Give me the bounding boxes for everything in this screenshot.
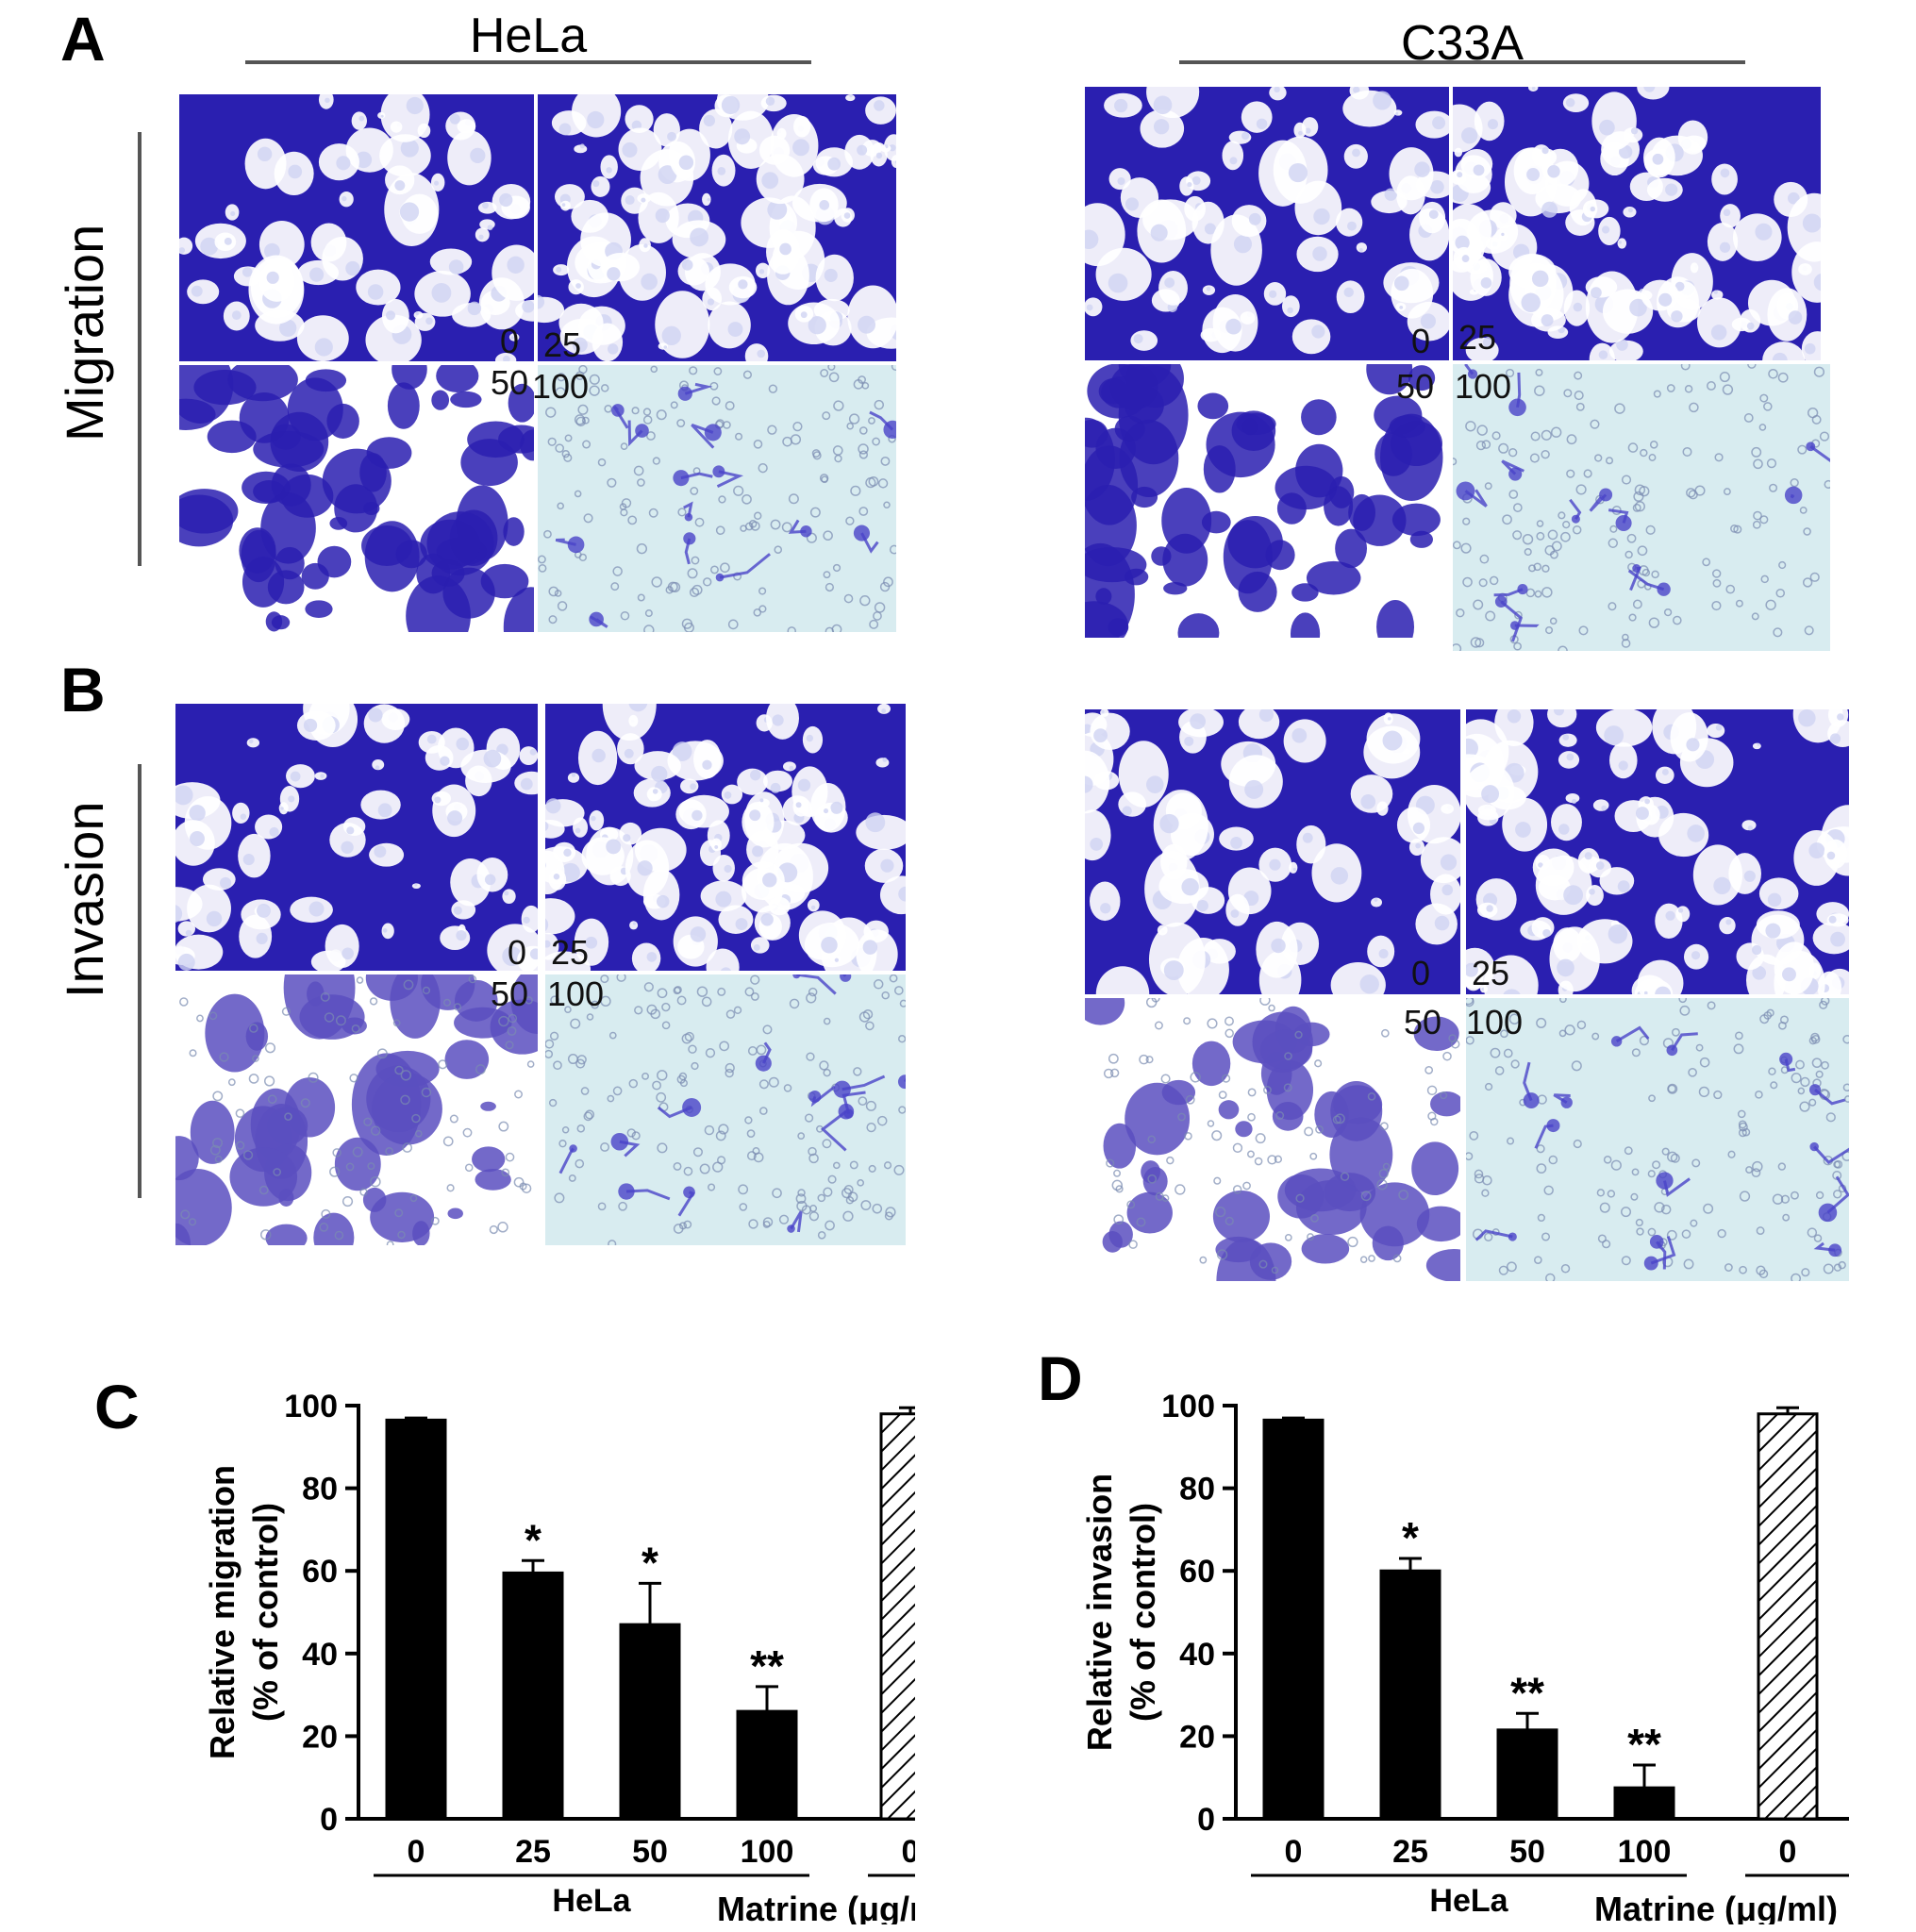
dose-label: 25 — [551, 933, 590, 972]
row-rule-migration — [138, 132, 142, 566]
column-rule-c33a — [1179, 60, 1745, 64]
column-title-hela: HeLa — [469, 8, 588, 63]
bar — [1613, 1786, 1675, 1821]
significance-marker: * — [525, 1515, 541, 1564]
group-label: HeLa — [552, 1883, 631, 1919]
significance-marker: ** — [1627, 1720, 1661, 1769]
x-tick-label: 100 — [1618, 1834, 1672, 1870]
micrograph-c33a-invasion-25 — [1466, 709, 1849, 994]
row-label-migration: Migration — [55, 224, 114, 441]
x-tick-label: 25 — [515, 1834, 551, 1870]
y-axis-label: Relative migration (% of control) — [203, 1465, 285, 1759]
y-axis-label: Relative invasion (% of control) — [1080, 1474, 1162, 1751]
y-tick-label: 20 — [1179, 1719, 1215, 1755]
bar — [1757, 1412, 1819, 1821]
x-axis-label: Matrine (μg/ml) — [717, 1890, 915, 1924]
x-tick-label: 0 — [1779, 1834, 1797, 1870]
y-tick-label: 40 — [302, 1637, 338, 1673]
y-tick-label: 100 — [284, 1389, 338, 1424]
micrograph-c33a-migration-0 — [1085, 87, 1449, 360]
x-tick-label: 25 — [1392, 1834, 1428, 1870]
bar — [502, 1571, 564, 1821]
significance-marker: ** — [750, 1641, 784, 1690]
micrograph-hela-invasion-100 — [545, 974, 906, 1245]
dose-label: 50 — [491, 974, 529, 1013]
dose-label: 100 — [547, 974, 605, 1013]
chart-invasion: 0 20 40 60 80 100 Relative invasion (% of contr… — [1038, 1387, 1849, 1924]
y-tick-label: 80 — [302, 1472, 338, 1507]
significance-marker: ** — [1510, 1668, 1544, 1717]
micrograph-hela-migration-100 — [538, 365, 896, 632]
micrograph-grid-c33a-invasion: 0 25 50 100 — [1085, 709, 1849, 1281]
x-tick-label: 100 — [741, 1834, 794, 1870]
micrograph-hela-invasion-50 — [175, 974, 538, 1245]
micrograph-hela-invasion-25 — [545, 704, 906, 971]
micrograph-c33a-invasion-50 — [1085, 998, 1460, 1281]
y-tick-label: 20 — [302, 1719, 338, 1755]
panel-label-d: D — [1038, 1343, 1083, 1413]
micrograph-grid-hela-migration: 0 25 50 100 — [179, 94, 896, 632]
group-label: HeLa — [1429, 1883, 1508, 1919]
bar — [879, 1412, 915, 1821]
y-tick-label: 60 — [302, 1554, 338, 1590]
dose-label: 50 — [1404, 1003, 1442, 1041]
dose-label: 25 — [1472, 954, 1510, 992]
column-title-c33a: C33A — [1400, 16, 1524, 71]
y-tick-label: 100 — [1161, 1389, 1215, 1424]
micrograph-hela-invasion-0 — [175, 704, 538, 971]
dose-label: 100 — [1455, 367, 1512, 406]
x-tick-label: 0 — [1285, 1834, 1303, 1870]
x-axis-label: Matrine (μg/ml) — [1594, 1890, 1838, 1924]
panel-label-a: A — [60, 4, 106, 74]
micrograph-grid-c33a-migration: 0 25 50 100 — [1085, 87, 1830, 651]
bar — [736, 1709, 798, 1821]
y-tick-label: 0 — [320, 1802, 338, 1838]
x-tick-label: 0 — [408, 1834, 425, 1870]
dose-label: 25 — [543, 325, 582, 364]
row-label-invasion: Invasion — [55, 801, 114, 998]
y-tick-label: 0 — [1197, 1802, 1215, 1838]
y-tick-label: 40 — [1179, 1637, 1215, 1673]
dose-label: 50 — [1396, 367, 1435, 406]
chart-svg: 0 20 40 60 80 100 Relative invasion (% of contr… — [1080, 1389, 1849, 1924]
bar — [385, 1418, 447, 1821]
micrograph-grid-hela-invasion: 0 25 50 100 — [175, 704, 906, 1245]
dose-label: 50 — [491, 363, 529, 402]
significance-marker: * — [641, 1538, 658, 1587]
panel-label-c: C — [94, 1372, 140, 1441]
row-rule-invasion — [138, 764, 142, 1198]
bar — [1262, 1418, 1325, 1821]
significance-marker: * — [1402, 1513, 1419, 1562]
chart-migration: 0 20 40 60 80 100 Relative migration (% of cont… — [160, 1387, 915, 1924]
column-rule-hela — [245, 60, 811, 64]
dose-label: 100 — [532, 367, 590, 406]
chart-svg: 0 20 40 60 80 100 Relative migration (% of cont… — [203, 1389, 915, 1924]
dose-label: 100 — [1466, 1003, 1524, 1041]
bar — [1379, 1569, 1441, 1821]
x-tick-label: 50 — [1509, 1834, 1545, 1870]
x-tick-label: 0 — [902, 1834, 915, 1870]
dose-label: 0 — [1411, 954, 1431, 992]
x-tick-label: 50 — [632, 1834, 668, 1870]
dose-label: 25 — [1458, 318, 1497, 357]
y-tick-label: 60 — [1179, 1554, 1215, 1590]
micrograph-c33a-migration-100 — [1453, 364, 1830, 651]
micrograph-c33a-migration-50 — [1085, 364, 1449, 638]
micrograph-c33a-invasion-0 — [1085, 709, 1460, 994]
micrograph-hela-migration-50 — [179, 365, 534, 632]
micrograph-c33a-invasion-100 — [1466, 998, 1849, 1281]
micrograph-hela-migration-25 — [538, 94, 896, 361]
dose-label: 0 — [500, 322, 520, 360]
dose-label: 0 — [508, 933, 527, 972]
micrograph-hela-migration-0 — [179, 94, 534, 361]
bar — [1496, 1728, 1558, 1821]
y-tick-label: 80 — [1179, 1472, 1215, 1507]
bar — [619, 1623, 681, 1821]
dose-label: 0 — [1411, 322, 1431, 360]
panel-label-b: B — [60, 655, 106, 724]
micrograph-c33a-migration-25 — [1453, 87, 1821, 360]
